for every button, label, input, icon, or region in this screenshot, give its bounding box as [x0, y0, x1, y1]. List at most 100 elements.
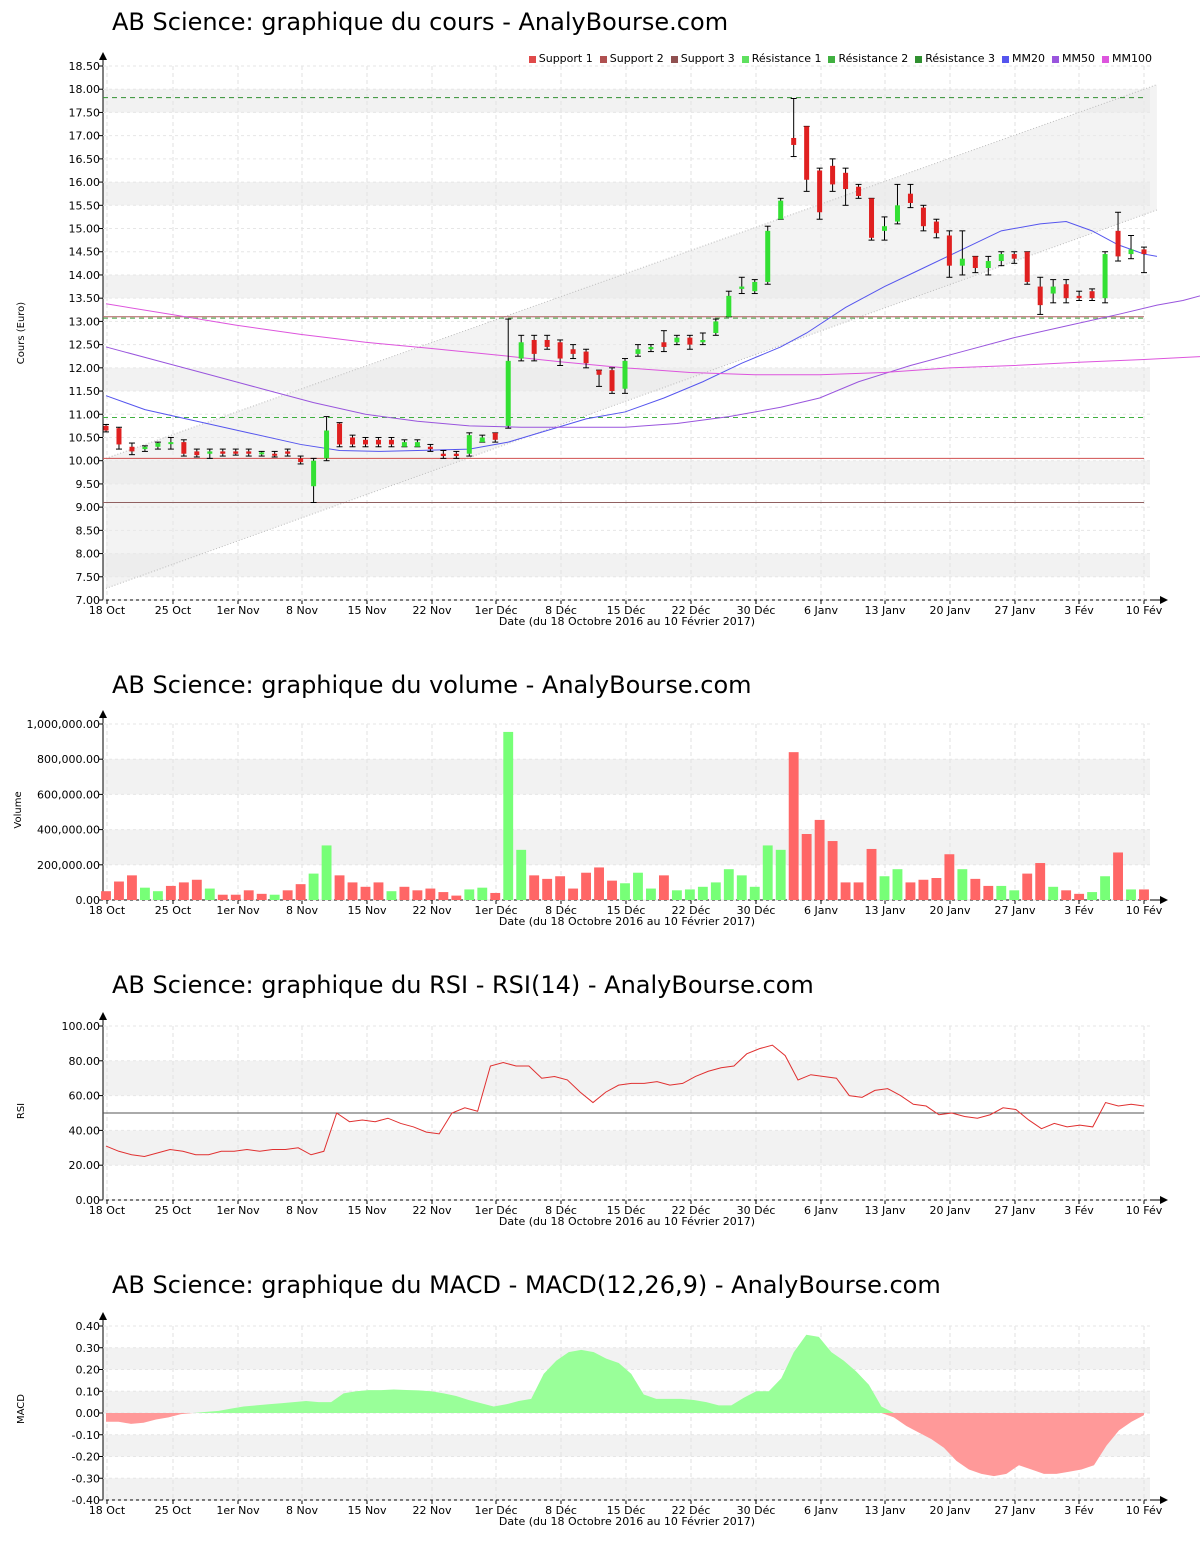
candle-body: [765, 230, 771, 282]
macd-y-tick-label: -0.40: [72, 1494, 100, 1507]
volume-bar: [840, 882, 851, 900]
candle-body: [103, 425, 109, 431]
candle-body: [220, 451, 226, 454]
candle: [219, 448, 226, 457]
candle: [1050, 279, 1057, 304]
volume-bar: [529, 875, 540, 900]
vol-x-tick-label: 10 Fév: [1126, 904, 1163, 917]
candle-body: [583, 351, 589, 364]
macd-y-tick-label: -0.30: [72, 1472, 100, 1485]
candle-body: [869, 198, 875, 238]
candle-body: [466, 435, 472, 454]
price-y-tick-label: 14.50: [69, 246, 101, 259]
volume-bar: [853, 882, 864, 900]
price-y-tick-label: 8.50: [76, 524, 101, 537]
volume-chart: 18 Oct 25 Oct 1er Nov 8 Nov 15 Nov 22 Nov 1er …: [13, 710, 1168, 928]
candle: [440, 449, 447, 459]
macd-y-axis-label: MACD: [16, 1394, 27, 1424]
candle-body: [1037, 286, 1043, 306]
candle: [725, 290, 732, 318]
candle: [310, 457, 317, 503]
candle: [868, 197, 875, 241]
candle-body: [972, 256, 978, 268]
volume-bar: [581, 872, 592, 900]
candle: [1037, 276, 1044, 315]
candle-body: [207, 451, 213, 454]
volume-bar: [295, 884, 306, 900]
candle-body: [518, 342, 524, 359]
legend-swatch: [741, 55, 749, 63]
volume-bar: [425, 888, 436, 900]
candle-body: [259, 452, 265, 455]
candle: [583, 348, 590, 369]
candle: [193, 448, 200, 458]
vol-y-tick-label: 600,000.00: [37, 788, 100, 801]
macd-y-tick-label: 0.00: [76, 1407, 101, 1420]
rsi-x-tick-label: 25 Oct: [155, 1204, 192, 1217]
macd-x-tick-label: 8 Nov: [286, 1504, 318, 1517]
candle-body: [739, 286, 745, 289]
candle: [427, 443, 434, 452]
price-y-tick-label: 17.50: [69, 106, 101, 119]
legend-label: Support 2: [609, 52, 664, 65]
vol-x-tick-label: 3 Fév: [1064, 904, 1094, 917]
candle-body: [181, 442, 187, 454]
volume-bar: [1048, 886, 1059, 900]
vol-x-arrow: [1160, 896, 1168, 904]
macd-chart-title: AB Science: graphique du MACD - MACD(12,…: [112, 1271, 941, 1299]
candle: [518, 334, 525, 362]
candle: [998, 251, 1005, 267]
volume-bar: [1087, 892, 1098, 900]
rsi-line: [105, 1044, 1145, 1158]
macd-x-tick-label: 25 Oct: [155, 1504, 192, 1517]
vol-x-tick-label: 18 Oct: [89, 904, 126, 917]
candle: [609, 367, 616, 394]
candle: [180, 439, 187, 457]
legend-swatch: [1002, 55, 1010, 63]
candle-body: [1128, 249, 1134, 255]
candle-body: [440, 453, 446, 457]
legend-label: Résistance 3: [925, 52, 996, 65]
volume-bar: [451, 895, 462, 900]
price-y-tick-label: 9.00: [76, 501, 101, 514]
candle-body: [687, 337, 693, 345]
price-y-tick-label: 13.00: [69, 315, 101, 328]
candle: [985, 255, 992, 276]
candle: [1076, 290, 1083, 301]
candle: [790, 98, 797, 158]
price-y-tick-label: 13.50: [69, 292, 101, 305]
macd-x-arrow: [1160, 1496, 1168, 1504]
rsi-x-axis-label: Date (du 18 Octobre 2016 au 10 Février 2…: [499, 1215, 755, 1228]
candle: [660, 330, 667, 353]
volume-bar: [710, 882, 721, 900]
candle-body: [1011, 254, 1017, 259]
price-mm100-line: [105, 303, 1200, 376]
macd-y-tick-label: 0.20: [76, 1364, 101, 1377]
volume-panel: AB Science: graphique du volume - AnalyB…: [0, 671, 1200, 711]
candle-body: [194, 451, 200, 456]
volume-bar: [827, 841, 838, 900]
rsi-x-tick-label: 15 Déc: [607, 1204, 646, 1217]
volume-bar: [892, 869, 903, 900]
candle-body: [414, 442, 420, 447]
legend-item: MM100: [1102, 52, 1152, 65]
legend-label: Résistance 1: [751, 52, 822, 65]
volume-bar: [658, 875, 669, 900]
volume-bar: [217, 894, 228, 900]
candle: [128, 442, 135, 456]
rsi-chart-title: AB Science: graphique du RSI - RSI(14) -…: [112, 971, 814, 999]
candle-body: [479, 437, 485, 443]
candle-body: [856, 186, 862, 197]
volume-bar: [801, 834, 812, 900]
candle: [777, 197, 784, 220]
price-x-arrow: [1160, 596, 1168, 604]
candle: [414, 439, 421, 448]
volume-bar: [1009, 890, 1020, 900]
candle-body: [557, 342, 563, 359]
volume-bar: [230, 894, 241, 900]
price-y-tick-label: 7.50: [76, 571, 101, 584]
candle-body: [894, 205, 900, 222]
candle: [103, 423, 109, 433]
vol-y-arrow: [99, 710, 107, 718]
volume-bar: [1113, 852, 1123, 900]
